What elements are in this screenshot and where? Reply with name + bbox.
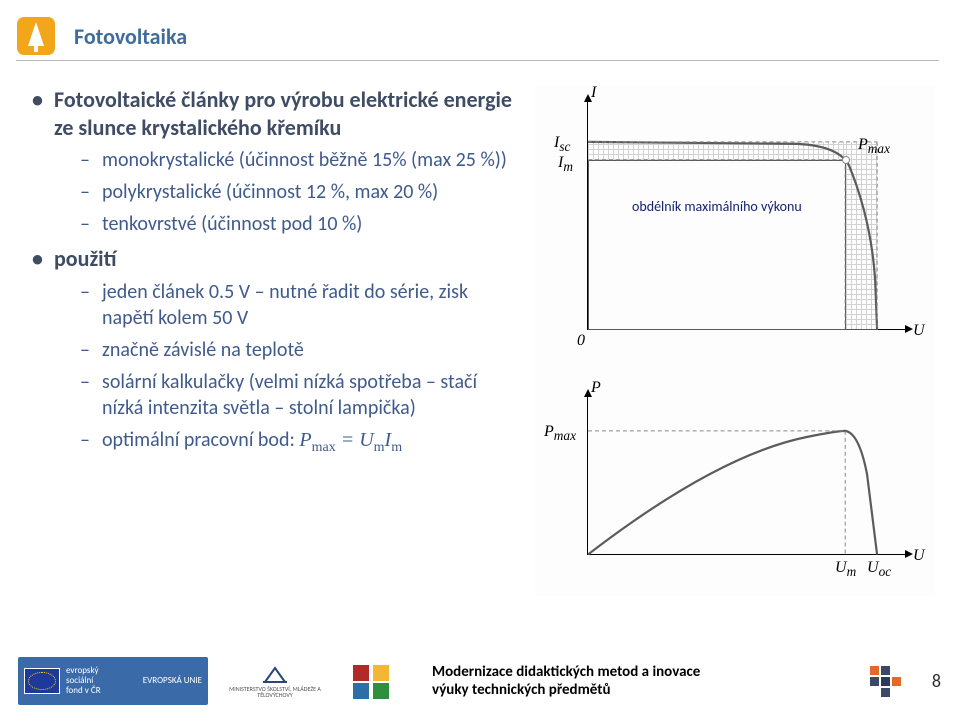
pmax-point: [842, 156, 850, 164]
uoc-label: Uoc: [867, 559, 891, 580]
dash-item: monokrystalické (účinnost běžně 15% (max…: [80, 147, 518, 173]
bullet-item: použití jeden článek 0.5 V – nutné řadit…: [28, 245, 518, 457]
opvk-logo: [342, 657, 402, 705]
pu-curve: [588, 395, 907, 555]
eu-flag-icon: [24, 668, 60, 694]
slide-header: Fotovoltaika: [16, 16, 939, 56]
im-label: Im: [558, 154, 573, 175]
dash-item: solární kalkulačky (velmi nízká spotřeba…: [80, 369, 518, 421]
dash-item: tenkovrstvé (účinnost pod 10 %): [80, 211, 518, 237]
x-axis-label: U: [913, 547, 925, 565]
dash-item: polykrystalické (účinnost 12 %, max 20 %…: [80, 179, 518, 205]
page-number: 8: [932, 670, 941, 692]
msmt-logo: MINISTERSTVO ŠKOLSTVÍ, MLÁDEŽE A TĚLOVÝC…: [220, 657, 330, 705]
bullet-title: Fotovoltaické články pro výrobu elektric…: [54, 86, 512, 141]
iv-chart: I Isc Im Pmax obdélník maximálního výkon…: [535, 86, 935, 366]
x-axis-label: U: [913, 322, 925, 340]
dash-item: značně závislé na teplotě: [80, 337, 518, 363]
origin-label: 0: [577, 332, 585, 350]
slide-body: Fotovoltaické články pro výrobu elektric…: [28, 86, 518, 465]
footer-right: 8: [870, 666, 941, 696]
esf-line: fond v ČR: [66, 686, 101, 696]
footer-title-line: výuky technických předmětů: [432, 681, 858, 699]
dash-item: jeden článek 0.5 V – nutné řadit do séri…: [80, 279, 518, 331]
eu-line: EVROPSKÁ UNIE: [143, 676, 202, 686]
page-title: Fotovoltaika: [74, 23, 187, 50]
plot-area: Pmax: [587, 395, 907, 555]
iv-curve-figure: I Isc Im Pmax obdélník maximálního výkon…: [535, 86, 935, 596]
bullet-item: Fotovoltaické články pro výrobu elektric…: [28, 86, 518, 237]
footer-title-line: Modernizace didaktických metod a inovace: [432, 663, 858, 681]
waffle-logo-icon: [870, 666, 910, 696]
pu-chart: P Pmax Um Uoc U: [535, 381, 935, 581]
dash-item: optimální pracovní bod: Pmax = UmIm: [80, 427, 518, 457]
formula: Pmax = UmIm: [299, 429, 402, 451]
box-caption-line: obdélník maximálního výkonu: [632, 198, 802, 215]
bullet-title: použití: [54, 245, 116, 272]
um-label: Um: [835, 559, 856, 580]
plot-area: Isc Im Pmax obdélník maximálního výkonu: [587, 100, 907, 330]
formula-prefix: optimální pracovní bod:: [102, 428, 299, 452]
isc-label: Isc: [554, 134, 570, 155]
pmax-label: Pmax: [544, 423, 576, 444]
pmax-label: Pmax: [858, 136, 890, 157]
slide-footer: evropský sociální fond v ČR EVROPSKÁ UNI…: [0, 651, 959, 717]
esf-logo: evropský sociální fond v ČR EVROPSKÁ UNI…: [18, 657, 208, 705]
msmt-caption: MINISTERSTVO ŠKOLSTVÍ, MLÁDEŽE A TĚLOVÝC…: [220, 686, 330, 698]
header-divider: [16, 60, 939, 61]
org-logo-icon: [16, 16, 56, 56]
footer-title: Modernizace didaktických metod a inovace…: [414, 663, 858, 699]
